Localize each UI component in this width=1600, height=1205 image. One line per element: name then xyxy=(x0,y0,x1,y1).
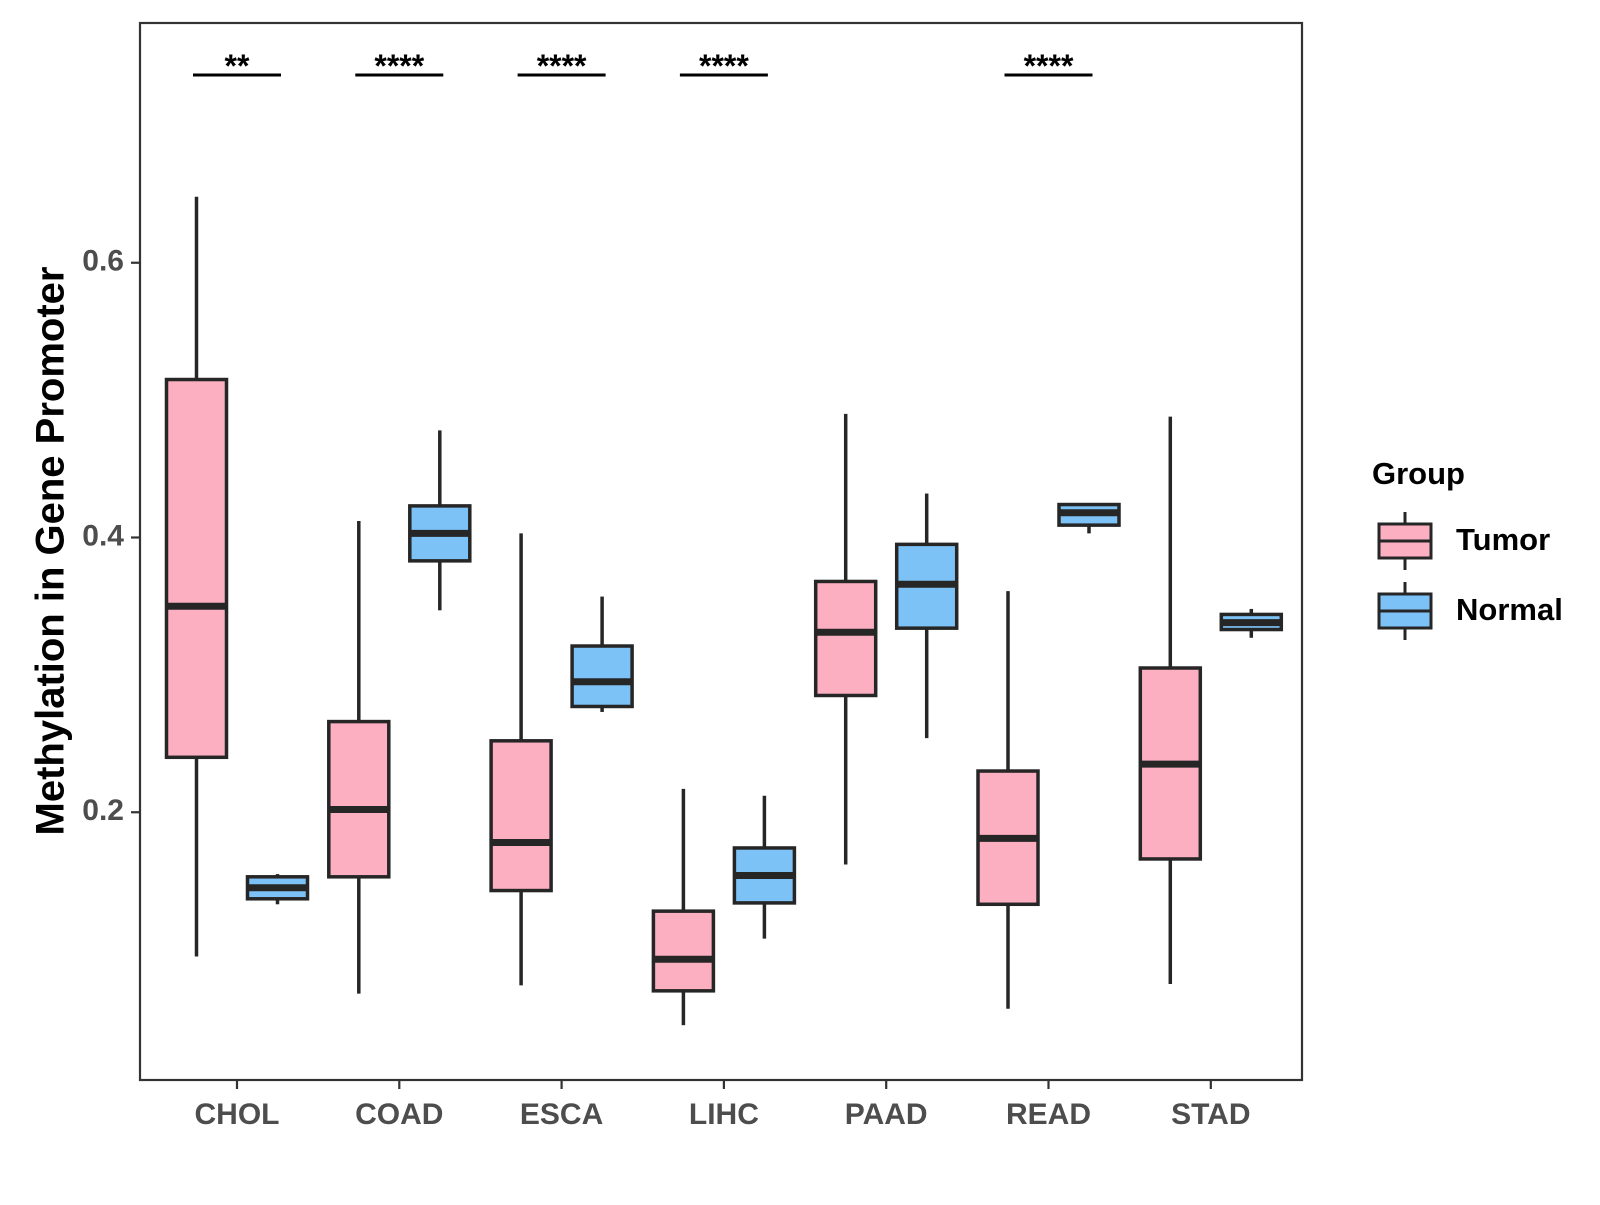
x-tick-label: STAD xyxy=(1171,1098,1250,1131)
x-tick-label: PAAD xyxy=(845,1098,928,1131)
box-tumor-stad xyxy=(1138,416,1203,984)
significance-annotations: ** **** **** **** **** xyxy=(193,48,1093,84)
box-tumor-coad xyxy=(327,521,391,994)
significance-label: **** xyxy=(374,48,424,84)
box-series xyxy=(164,196,1284,1026)
y-axis: 0.2 0.4 0.6 xyxy=(82,245,140,827)
significance-label: ** xyxy=(225,48,250,84)
significance-label: **** xyxy=(699,48,749,84)
box-normal-esca xyxy=(570,596,634,712)
box-body xyxy=(570,644,634,709)
legend-label: Tumor xyxy=(1456,522,1550,557)
box-tumor-lihc xyxy=(651,788,716,1026)
x-tick-label: READ xyxy=(1006,1098,1091,1131)
box-normal-chol xyxy=(245,874,310,905)
box-normal-read xyxy=(1057,502,1121,534)
legend: Group Tumor Normal xyxy=(1372,456,1563,640)
box-tumor-paad xyxy=(813,413,878,865)
box-body xyxy=(813,579,878,698)
plot-panel xyxy=(138,21,1304,1082)
box-normal-coad xyxy=(408,430,472,611)
x-tick-label: CHOL xyxy=(195,1098,280,1131)
significance-read: **** xyxy=(1004,48,1093,84)
significance-esca: **** xyxy=(517,48,606,84)
box-body xyxy=(489,739,553,893)
significance-coad: **** xyxy=(355,48,444,84)
legend-item-tumor: Tumor xyxy=(1377,512,1550,570)
box-normal-lihc xyxy=(732,795,797,939)
box-tumor-chol xyxy=(164,196,229,957)
box-body xyxy=(164,377,229,760)
box-body xyxy=(651,909,716,993)
legend-item-normal: Normal xyxy=(1377,582,1563,640)
significance-label: **** xyxy=(537,48,587,84)
significance-chol: ** xyxy=(193,48,281,84)
box-normal-paad xyxy=(894,493,959,739)
box-tumor-read xyxy=(976,591,1040,1009)
box-body xyxy=(327,719,391,879)
y-tick-label: 0.4 xyxy=(82,519,124,552)
y-tick-label: 0.2 xyxy=(82,794,124,827)
legend-title: Group xyxy=(1372,456,1465,491)
y-axis-title: Methylation in Gene Promoter xyxy=(29,267,73,836)
x-tick-label: COAD xyxy=(355,1098,443,1131)
significance-label: **** xyxy=(1024,48,1074,84)
x-tick-label: ESCA xyxy=(520,1098,603,1131)
y-tick-label: 0.6 xyxy=(82,245,124,278)
box-tumor-esca xyxy=(489,533,553,986)
x-tick-label: LIHC xyxy=(689,1098,759,1131)
legend-label: Normal xyxy=(1456,592,1563,627)
box-normal-stad xyxy=(1219,608,1284,638)
x-axis: CHOL COAD ESCA LIHC PAAD READ STAD xyxy=(195,1080,1251,1131)
significance-lihc: **** xyxy=(679,48,768,84)
